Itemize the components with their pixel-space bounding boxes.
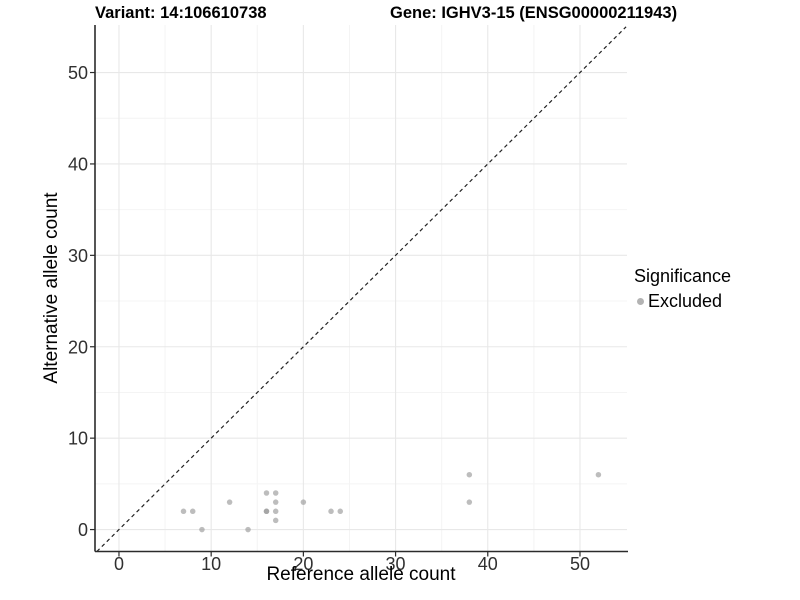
identity-line: [96, 26, 627, 552]
x-axis-title: Reference allele count: [266, 564, 456, 585]
svg-text:40: 40: [68, 154, 88, 174]
legend-title: Significance: [634, 266, 732, 286]
svg-text:0: 0: [114, 554, 124, 574]
major-gridlines: [95, 25, 627, 552]
variant-title: Variant: 14:106610738: [95, 4, 267, 22]
legend-entry-excluded: Excluded: [637, 291, 731, 312]
svg-text:0: 0: [78, 520, 88, 540]
svg-text:20: 20: [68, 337, 88, 357]
x-axis-ticks: 0 10 20 30 40 50: [114, 551, 590, 574]
data-points: [180, 471, 602, 533]
excluded-point-icon: [637, 298, 644, 305]
y-axis-ticks: 0 10 20 30 40 50: [68, 63, 95, 540]
legend: Significance Excluded: [634, 266, 731, 312]
svg-text:40: 40: [478, 554, 498, 574]
svg-text:50: 50: [68, 63, 88, 83]
y-axis-title: Alternative allele count: [41, 192, 62, 384]
axis-lines: [94, 25, 628, 553]
svg-text:30: 30: [68, 246, 88, 266]
svg-text:10: 10: [201, 554, 221, 574]
legend-entry-label: Excluded: [648, 291, 723, 311]
minor-gridlines: [95, 25, 627, 552]
svg-text:50: 50: [570, 554, 590, 574]
svg-text:30: 30: [386, 554, 406, 574]
svg-text:10: 10: [68, 429, 88, 449]
gene-title: Gene: IGHV3-15 (ENSG00000211943): [390, 4, 678, 22]
svg-text:20: 20: [293, 554, 313, 574]
